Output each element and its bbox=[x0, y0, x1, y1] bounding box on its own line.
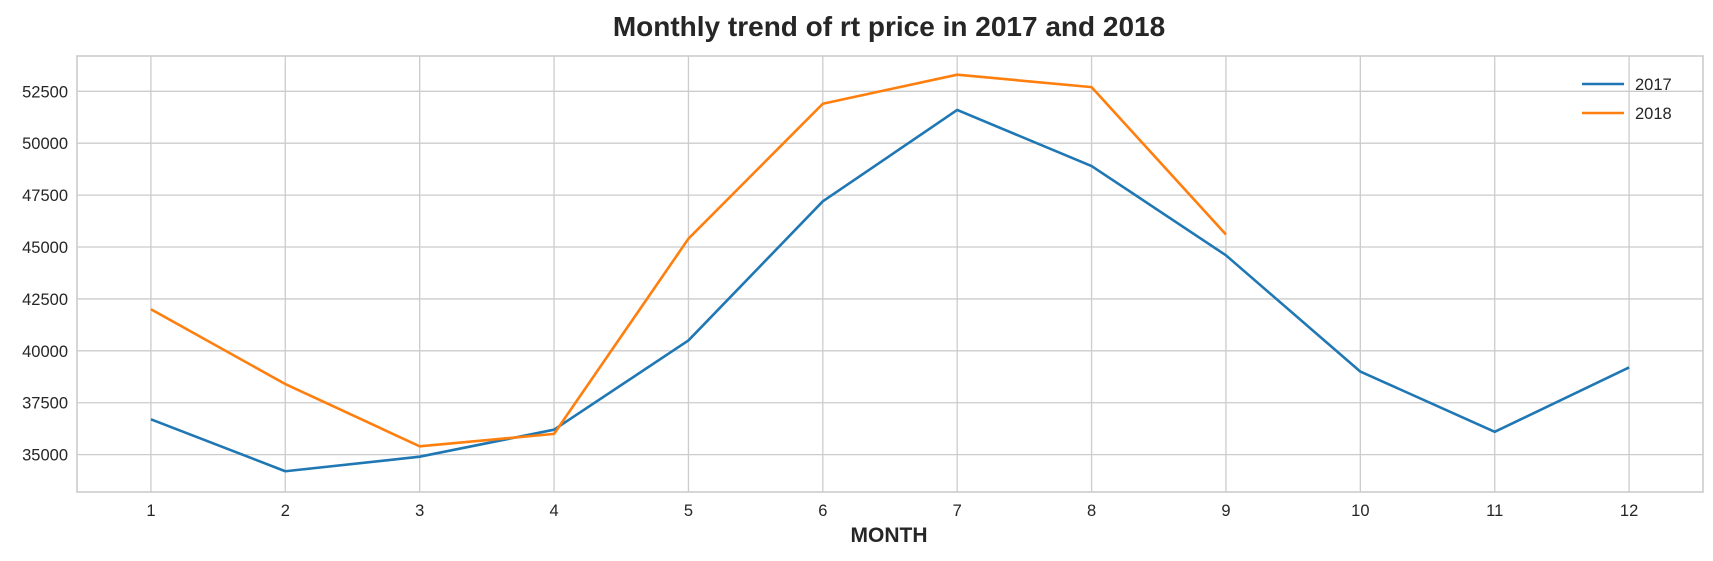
legend-label: 2018 bbox=[1635, 105, 1672, 123]
x-tick-label: 12 bbox=[1620, 502, 1638, 520]
series-line-2018 bbox=[150, 73, 1227, 448]
y-tick-label: 47500 bbox=[22, 187, 68, 205]
legend: 2017 2018 bbox=[1582, 76, 1672, 123]
y-tick-label: 42500 bbox=[22, 291, 68, 309]
y-tick-label: 50000 bbox=[22, 135, 68, 153]
x-tick-label: 10 bbox=[1351, 502, 1369, 520]
x-tick-label: 11 bbox=[1486, 502, 1503, 520]
y-tick-label: 52500 bbox=[22, 83, 68, 101]
x-tick-label: 3 bbox=[415, 502, 424, 520]
y-axis-ticks: 35000 37500 40000 42500 45000 47500 50000 52500 bbox=[22, 83, 68, 464]
plot-frame bbox=[76, 55, 1704, 493]
x-tick-label: 7 bbox=[953, 502, 962, 520]
y-tick-label: 45000 bbox=[22, 239, 68, 257]
x-tick-label: 9 bbox=[1221, 502, 1230, 520]
x-tick-label: 1 bbox=[146, 502, 155, 520]
grid-lines bbox=[77, 56, 1703, 492]
legend-label: 2017 bbox=[1635, 76, 1672, 94]
x-tick-label: 4 bbox=[549, 502, 558, 520]
x-axis-label: MONTH bbox=[851, 524, 928, 547]
y-tick-label: 35000 bbox=[22, 447, 68, 465]
series-lines bbox=[150, 73, 1630, 473]
chart-title: Monthly trend of rt price in 2017 and 20… bbox=[613, 11, 1165, 42]
x-tick-label: 6 bbox=[818, 502, 827, 520]
y-tick-label: 37500 bbox=[22, 395, 68, 413]
x-axis-ticks: 1 2 3 4 5 6 7 8 9 10 11 12 bbox=[146, 502, 1638, 520]
y-tick-label: 40000 bbox=[22, 343, 68, 361]
x-tick-label: 8 bbox=[1087, 502, 1096, 520]
series-line-2017 bbox=[150, 108, 1630, 473]
x-tick-label: 5 bbox=[684, 502, 693, 520]
x-tick-label: 2 bbox=[281, 502, 290, 520]
